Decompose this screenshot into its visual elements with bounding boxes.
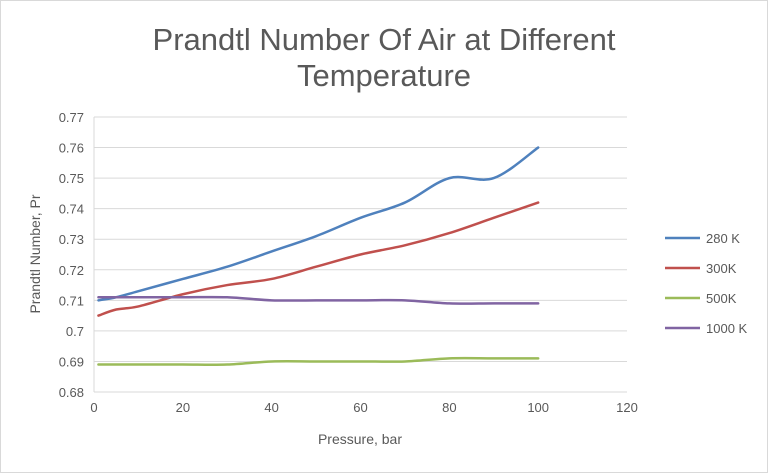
y-tick-label: 0.71 <box>59 293 84 308</box>
x-tick-label: 0 <box>90 400 97 415</box>
y-tick-label: 0.73 <box>59 232 84 247</box>
chart-title-line-1: Prandtl Number Of Air at Different <box>153 22 616 57</box>
legend-label: 1000 K <box>706 321 748 336</box>
x-tick-label: 100 <box>527 400 549 415</box>
x-tick-label: 120 <box>616 400 638 415</box>
y-tick-label: 0.77 <box>59 110 84 125</box>
x-axis-label: Pressure, bar <box>318 431 402 447</box>
series-line-300k <box>97 201 540 317</box>
x-tick-label: 60 <box>353 400 367 415</box>
x-tick-label: 20 <box>176 400 190 415</box>
y-tick-label: 0.69 <box>59 354 84 369</box>
legend-label: 280 K <box>706 231 740 246</box>
x-tick-label: 40 <box>264 400 278 415</box>
y-tick-label: 0.74 <box>59 202 84 217</box>
y-tick-label: 0.72 <box>59 263 84 278</box>
y-tick-label: 0.76 <box>59 141 84 156</box>
legend-label: 500K <box>706 291 737 306</box>
x-tick-label: 80 <box>442 400 456 415</box>
y-tick-label: 0.75 <box>59 171 84 186</box>
y-tick-label: 0.7 <box>66 324 84 339</box>
series-line-500k <box>97 356 540 366</box>
legend-label: 300K <box>706 261 737 276</box>
chart-title-line-2: Temperature <box>297 58 471 93</box>
y-tick-label: 0.68 <box>59 385 84 400</box>
series-line-280k <box>97 146 540 302</box>
y-axis-label: Prandtl Number, Pr <box>27 194 43 313</box>
series-line-1000k <box>97 295 540 305</box>
